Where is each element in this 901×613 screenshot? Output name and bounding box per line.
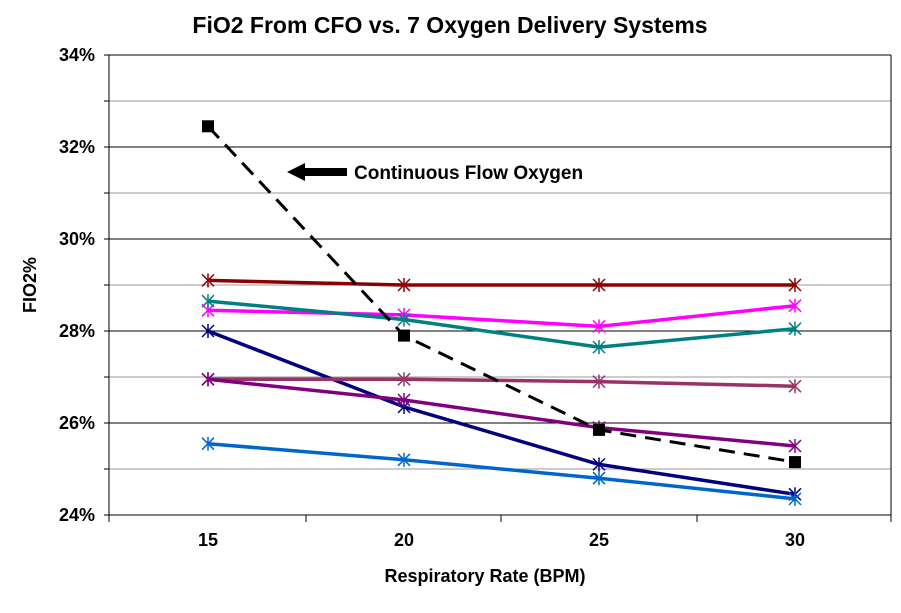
y-tick-label: 26%: [59, 413, 95, 433]
series-line: [207, 441, 796, 501]
x-tick-labels: 15 20 25 30: [198, 530, 805, 550]
series-line: [207, 377, 796, 448]
x-axis-title: Respiratory Rate (BPM): [384, 566, 585, 586]
x-tick-label: 30: [785, 530, 805, 550]
series-3: [201, 293, 802, 355]
annotation-arrow-icon: [287, 163, 347, 181]
series-6: [201, 371, 802, 454]
data-point: [202, 120, 214, 133]
annotation-label: Continuous Flow Oxygen: [354, 163, 583, 184]
series-line: [207, 278, 795, 287]
series-2: [201, 297, 802, 335]
x-tick-label: 25: [589, 530, 609, 550]
data-point: [789, 456, 801, 469]
data-point: [398, 329, 410, 342]
series-line: [207, 303, 796, 329]
y-tick-label: 32%: [59, 137, 95, 157]
y-tick-label: 24%: [59, 505, 95, 525]
plot-area: Continuous Flow Oxygen: [104, 54, 892, 522]
series-1: [201, 272, 802, 293]
x-tick-label: 20: [394, 530, 414, 550]
y-tick-label: 30%: [59, 229, 95, 249]
series-8: [202, 120, 801, 469]
axes: [104, 54, 892, 522]
data-point: [593, 423, 605, 436]
y-axis-title: FIO2%: [20, 257, 40, 313]
series-line: [207, 329, 796, 497]
y-tick-labels: 24% 26% 28% 30% 32% 34%: [59, 45, 95, 525]
y-tick-label: 28%: [59, 321, 95, 341]
series-4: [201, 323, 802, 503]
x-tick-label: 15: [198, 530, 218, 550]
series-7: [201, 435, 802, 507]
series-layer: [201, 120, 802, 507]
series-line: [207, 299, 796, 349]
chart-title: FiO2 From CFO vs. 7 Oxygen Delivery Syst…: [192, 12, 707, 38]
series-line: [208, 377, 796, 388]
annotation: Continuous Flow Oxygen: [287, 163, 583, 184]
y-tick-label: 34%: [59, 45, 95, 65]
series-line: [206, 125, 796, 464]
series-5: [201, 371, 802, 394]
